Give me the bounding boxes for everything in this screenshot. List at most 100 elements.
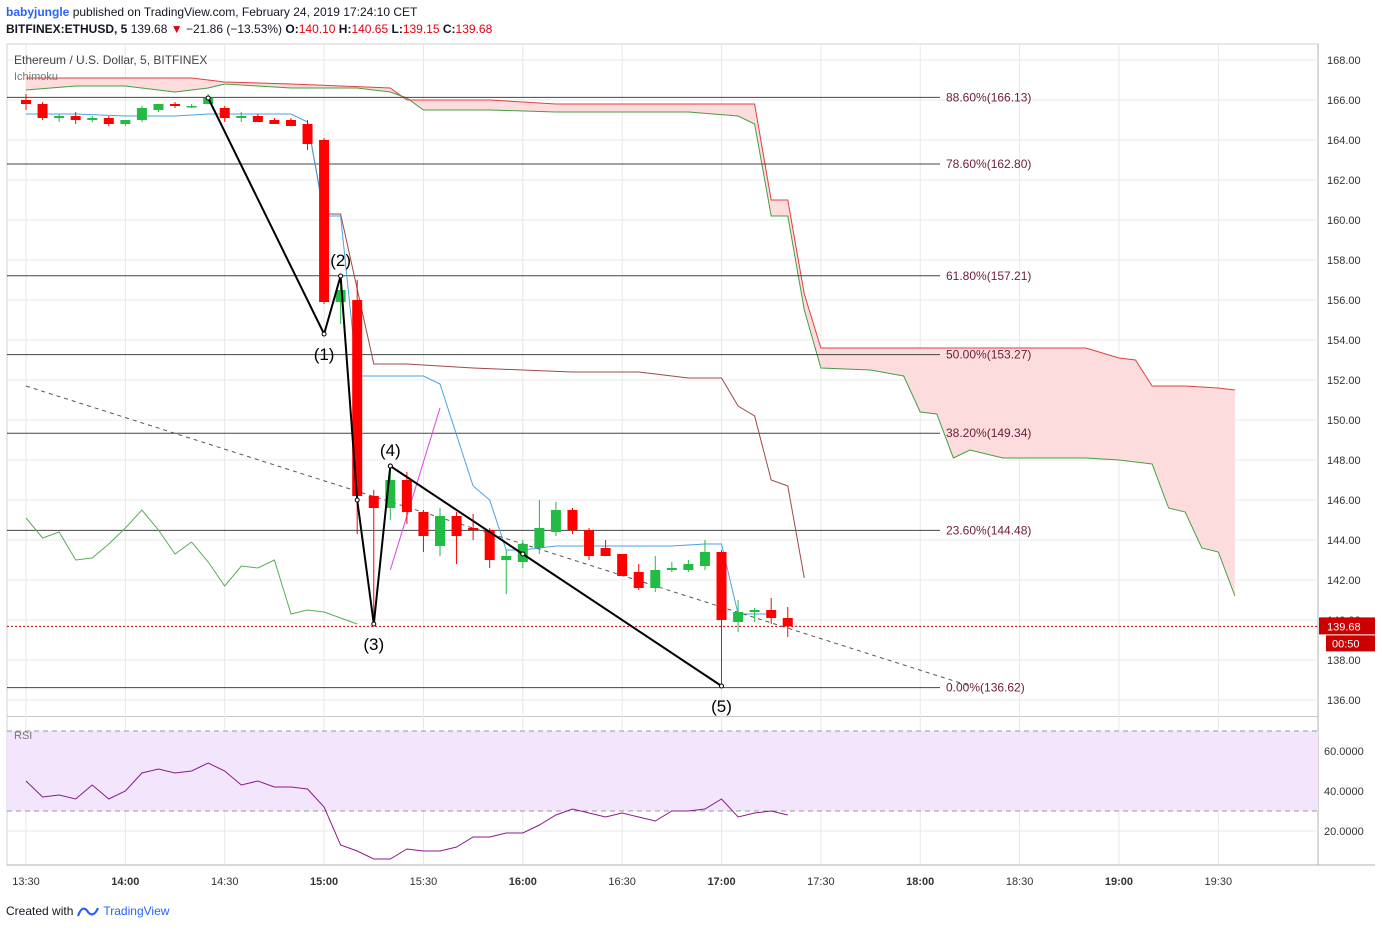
x-tick-label: 14:00: [111, 876, 139, 888]
candle-body: [749, 610, 760, 612]
candle-body: [70, 116, 81, 120]
candle-body: [567, 510, 578, 530]
x-tick-label: 15:00: [310, 876, 338, 888]
fib-label: 88.60%(166.13): [946, 90, 1031, 104]
last-price-header: 139.68: [130, 22, 168, 36]
spike-line: [389, 407, 441, 571]
author-name[interactable]: babyjungle: [6, 5, 70, 19]
last-price-tag: [1319, 617, 1375, 635]
x-tick-label: 15:30: [410, 876, 438, 888]
wave-label: (3): [363, 635, 384, 654]
ohlc-line: BITFINEX:ETHUSD, 5 139.68 ▼ −21.86 (−13.…: [6, 21, 492, 38]
fib-label: 50.00%(153.27): [946, 348, 1031, 362]
candle-body: [782, 618, 793, 627]
wave-point: [354, 497, 360, 503]
candle: [269, 118, 280, 124]
candle: [54, 114, 65, 122]
x-tick-label: 17:30: [807, 876, 835, 888]
y-tick-label: 168.00: [1327, 55, 1361, 67]
x-tick-label: 18:00: [906, 876, 934, 888]
candle: [766, 598, 777, 624]
countdown-tag: [1326, 635, 1375, 652]
x-tick-label: 18:30: [1006, 876, 1034, 888]
wave-line: [207, 97, 392, 625]
candle: [153, 104, 164, 112]
x-tick-label: 16:00: [509, 876, 537, 888]
fib-label: 0.00%(136.62): [946, 681, 1025, 695]
candle-body: [584, 530, 595, 556]
wave-label: (5): [711, 697, 732, 716]
y-tick-label: 136.00: [1327, 695, 1361, 707]
ichimoku-cloud: [25, 77, 1236, 597]
leading-span-a-line: [25, 83, 1236, 597]
candle: [749, 608, 760, 622]
low-label: L:: [391, 22, 403, 36]
candle: [683, 560, 694, 572]
candle-body: [87, 118, 98, 120]
y-tick-label: 138.00: [1327, 655, 1361, 667]
high-label: H:: [338, 22, 352, 36]
footer: Created with TradingView: [6, 904, 169, 918]
candle: [501, 550, 512, 594]
candle: [252, 114, 263, 122]
wave-line: [389, 465, 723, 687]
x-tick-label: 19:00: [1105, 876, 1133, 888]
rsi-tick-label: 60.0000: [1324, 746, 1364, 758]
tradingview-logo-icon: [77, 907, 100, 917]
tradingview-brand[interactable]: TradingView: [103, 904, 170, 918]
candle-body: [733, 612, 744, 622]
candle: [451, 512, 462, 564]
candle-body: [285, 120, 296, 126]
candle-body: [683, 564, 694, 570]
candle-body: [269, 120, 280, 124]
candle-body: [534, 528, 545, 548]
candle: [600, 540, 611, 556]
candle: [37, 102, 48, 120]
candle: [418, 510, 429, 552]
tenkan-line: [26, 113, 772, 615]
countdown-text: 00:50: [1332, 638, 1360, 650]
candle-body: [186, 106, 197, 108]
candle: [236, 112, 247, 122]
x-tick-label: 14:30: [211, 876, 239, 888]
elliott-wave-drawing[interactable]: (1) (2) (3) (4) (5): [205, 95, 732, 716]
fib-label: 61.80%(157.21): [946, 269, 1031, 283]
cloud-fill: [26, 78, 1235, 596]
wave-point: [321, 331, 327, 337]
y-tick-label: 166.00: [1327, 95, 1361, 107]
y-tick-label: 158.00: [1327, 255, 1361, 267]
candle: [567, 508, 578, 534]
candle-body: [37, 104, 48, 118]
x-tick-label: 13:30: [12, 876, 40, 888]
candle: [21, 94, 31, 110]
y-tick-label: 154.00: [1327, 335, 1361, 347]
candle: [285, 118, 296, 126]
candle: [782, 607, 793, 637]
candle-body: [170, 104, 181, 106]
indicator-lines: [7, 113, 1318, 687]
candle-body: [54, 116, 65, 118]
price-chart[interactable]: 88.60%(166.13) 78.60%(162.80) 61.80%(157.2…: [0, 0, 1382, 900]
indicator-label: Ichimoku: [14, 71, 58, 83]
candle: [401, 472, 412, 524]
wave-point: [719, 683, 725, 689]
rsi-pane: [7, 730, 1318, 860]
open-label: O:: [285, 22, 299, 36]
candlestick-series[interactable]: [21, 94, 793, 686]
candle: [70, 112, 81, 124]
y-tick-label: 164.00: [1327, 135, 1361, 147]
candle-body: [236, 116, 247, 118]
rsi-label: RSI: [14, 730, 32, 742]
x-tick-label: 17:00: [707, 876, 735, 888]
y-tick-label: 156.00: [1327, 295, 1361, 307]
y-tick-label: 160.00: [1327, 215, 1361, 227]
candle-body: [716, 552, 727, 620]
candle-body: [418, 512, 429, 536]
x-tick-label: 16:30: [608, 876, 636, 888]
candle-body: [203, 98, 214, 104]
candle-body: [468, 528, 479, 530]
publish-line: babyjungle published on TradingView.com,…: [6, 4, 492, 21]
candle: [617, 554, 628, 576]
candle: [319, 138, 330, 304]
down-arrow-icon: ▼: [170, 22, 183, 36]
